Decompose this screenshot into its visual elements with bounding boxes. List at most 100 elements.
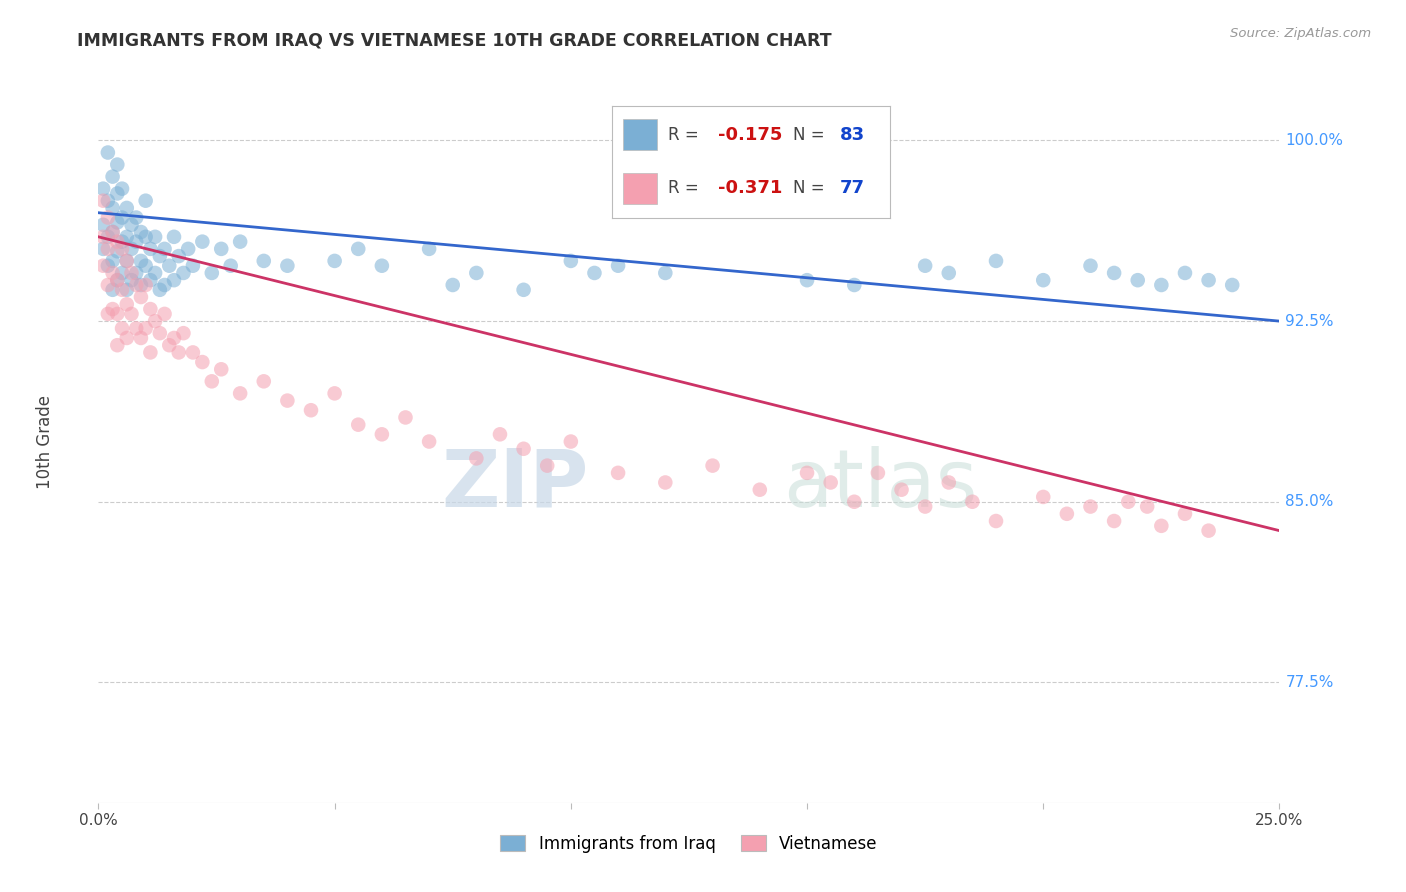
Point	[418, 434, 440, 449]
Point	[105, 186, 128, 201]
Point	[91, 230, 114, 244]
Text: 92.5%: 92.5%	[1285, 314, 1334, 328]
Point	[347, 242, 370, 256]
Point	[97, 145, 120, 160]
Point	[105, 215, 128, 229]
Point	[139, 242, 162, 256]
Point	[394, 410, 416, 425]
Point	[97, 278, 120, 293]
Point	[129, 278, 152, 293]
Point	[101, 283, 124, 297]
Point	[149, 326, 172, 340]
Point	[201, 374, 224, 388]
Point	[914, 500, 936, 514]
Point	[115, 283, 138, 297]
Point	[938, 475, 960, 490]
Point	[115, 253, 138, 268]
Point	[135, 259, 157, 273]
Point	[105, 157, 128, 171]
Point	[135, 278, 157, 293]
Point	[276, 393, 298, 408]
Point	[91, 259, 114, 273]
Point	[441, 278, 464, 293]
Point	[129, 290, 152, 304]
Point	[1032, 490, 1054, 504]
Point	[181, 345, 204, 359]
Point	[115, 253, 138, 268]
Point	[914, 259, 936, 273]
Text: 100.0%: 100.0%	[1285, 133, 1343, 148]
Point	[209, 242, 232, 256]
Point	[105, 244, 128, 259]
Point	[125, 266, 148, 280]
Point	[101, 169, 124, 184]
Point	[890, 483, 912, 497]
Point	[1150, 518, 1173, 533]
Point	[465, 451, 488, 466]
Point	[191, 355, 214, 369]
Point	[191, 235, 214, 249]
Point	[177, 242, 200, 256]
Point	[1198, 273, 1220, 287]
Point	[121, 218, 143, 232]
Point	[135, 321, 157, 335]
Point	[97, 211, 120, 225]
Point	[209, 362, 232, 376]
Point	[229, 235, 252, 249]
Point	[115, 331, 138, 345]
Point	[1126, 273, 1149, 287]
Point	[101, 266, 124, 280]
Text: Source: ZipAtlas.com: Source: ZipAtlas.com	[1230, 27, 1371, 40]
Point	[654, 266, 676, 280]
Point	[111, 181, 134, 195]
Point	[253, 374, 276, 388]
Point	[1102, 266, 1125, 280]
Point	[105, 235, 128, 249]
Point	[115, 297, 138, 311]
Point	[1080, 500, 1102, 514]
Point	[984, 253, 1007, 268]
Point	[101, 301, 124, 316]
Point	[489, 427, 512, 442]
Point	[536, 458, 558, 473]
Point	[1174, 266, 1197, 280]
Point	[583, 266, 606, 280]
Point	[157, 338, 180, 352]
Point	[111, 235, 134, 249]
Point	[105, 273, 128, 287]
Point	[560, 434, 582, 449]
Point	[101, 201, 124, 215]
Point	[135, 230, 157, 244]
Point	[143, 230, 166, 244]
Point	[844, 278, 866, 293]
Point	[139, 345, 162, 359]
Point	[153, 242, 176, 256]
Point	[323, 386, 346, 401]
Point	[111, 283, 134, 297]
Point	[1056, 507, 1078, 521]
Point	[219, 259, 242, 273]
Point	[702, 458, 724, 473]
Point	[97, 230, 120, 244]
Point	[111, 211, 134, 225]
Legend: Immigrants from Iraq, Vietnamese: Immigrants from Iraq, Vietnamese	[494, 828, 884, 860]
Point	[101, 225, 124, 239]
Point	[1032, 273, 1054, 287]
Text: ZIP: ZIP	[441, 446, 589, 524]
Point	[181, 259, 204, 273]
Point	[97, 242, 120, 256]
Point	[229, 386, 252, 401]
Point	[371, 427, 394, 442]
Point	[748, 483, 770, 497]
Point	[796, 466, 818, 480]
Point	[115, 201, 138, 215]
Point	[1080, 259, 1102, 273]
Point	[105, 338, 128, 352]
Point	[560, 253, 582, 268]
Point	[115, 230, 138, 244]
Point	[111, 266, 134, 280]
Point	[135, 194, 157, 208]
Text: IMMIGRANTS FROM IRAQ VS VIETNAMESE 10TH GRADE CORRELATION CHART: IMMIGRANTS FROM IRAQ VS VIETNAMESE 10TH …	[77, 31, 832, 49]
Point	[121, 273, 143, 287]
Point	[149, 283, 172, 297]
